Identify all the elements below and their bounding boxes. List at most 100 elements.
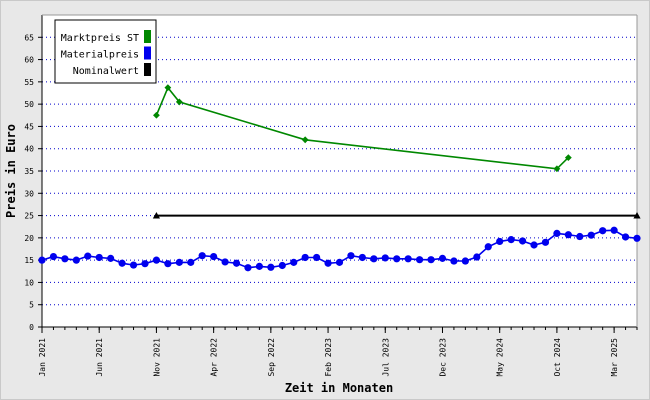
legend-swatch xyxy=(144,30,151,43)
x-tick-label: Oct 2024 xyxy=(553,338,562,377)
data-point xyxy=(541,238,550,246)
data-point xyxy=(496,237,504,246)
data-point xyxy=(427,256,435,264)
data-point xyxy=(267,263,275,271)
data-point xyxy=(38,256,46,264)
legend-swatch xyxy=(144,63,151,76)
data-point xyxy=(564,231,572,239)
y-tick-label: 25 xyxy=(24,212,34,221)
data-point xyxy=(244,264,252,272)
data-point xyxy=(404,255,412,263)
y-tick-label: 50 xyxy=(24,100,34,109)
legend-item: Marktpreis ST xyxy=(61,30,151,44)
data-point xyxy=(301,253,309,262)
x-tick-label: Jul 2023 xyxy=(381,338,390,377)
y-tick-label: 60 xyxy=(24,56,34,65)
y-tick-label: 40 xyxy=(24,145,34,154)
data-point xyxy=(221,258,229,266)
data-point xyxy=(507,236,515,244)
y-tick-label: 35 xyxy=(24,167,34,176)
x-tick-label: May 2024 xyxy=(496,338,505,377)
y-axis-label: Preis in Euro xyxy=(4,124,18,218)
x-tick-label: Apr 2022 xyxy=(210,338,219,377)
series-line xyxy=(155,86,569,170)
y-tick-label: 45 xyxy=(24,122,34,131)
legend-label: Marktpreis ST xyxy=(61,33,139,44)
data-point xyxy=(324,259,332,267)
data-point xyxy=(164,260,172,268)
data-point xyxy=(210,252,218,261)
data-point xyxy=(518,237,527,245)
data-point xyxy=(175,258,183,266)
data-point xyxy=(450,257,458,265)
data-point xyxy=(553,165,561,173)
x-tick-label: Mar 2025 xyxy=(610,338,619,377)
data-point xyxy=(255,262,264,270)
data-point xyxy=(381,254,389,262)
x-tick-label: Sep 2022 xyxy=(267,338,276,377)
legend-box xyxy=(54,19,157,84)
y-tick-label: 65 xyxy=(24,33,34,42)
data-point xyxy=(633,211,641,219)
legend-swatch xyxy=(144,46,151,60)
data-point xyxy=(153,111,160,119)
data-point xyxy=(290,258,298,266)
data-point xyxy=(129,261,138,269)
data-point xyxy=(107,254,115,262)
x-tick-label: Nov 2021 xyxy=(152,338,161,377)
x-tick-label: Jan 2021 xyxy=(38,338,47,377)
data-point xyxy=(553,229,561,237)
x-tick-label: Dec 2023 xyxy=(438,338,447,377)
data-point xyxy=(335,258,344,266)
legend: Marktpreis ST Materialpreis Nominalwert xyxy=(54,19,157,84)
data-point xyxy=(72,256,80,264)
data-point xyxy=(438,254,447,262)
data-point xyxy=(599,227,607,235)
series-marktpreis-st xyxy=(153,84,572,173)
data-point xyxy=(358,253,366,262)
data-point xyxy=(461,257,469,265)
legend-label: Materialpreis xyxy=(61,50,139,61)
data-point xyxy=(175,98,183,106)
legend-item: Materialpreis xyxy=(61,46,151,61)
data-point xyxy=(49,252,58,261)
series-nominalwert xyxy=(152,211,641,219)
data-point xyxy=(118,259,126,267)
data-point xyxy=(473,253,481,261)
data-point xyxy=(576,232,584,241)
data-point xyxy=(415,256,424,264)
legend-item: Nominalwert xyxy=(73,63,151,77)
data-point xyxy=(232,259,241,267)
data-point xyxy=(633,234,641,242)
data-point xyxy=(95,253,103,262)
y-tick-label: 5 xyxy=(29,301,34,310)
data-point xyxy=(610,226,618,234)
legend-label: Nominalwert xyxy=(73,66,139,77)
data-point xyxy=(564,154,572,162)
x-axis-label: Zeit in Monaten xyxy=(285,381,393,395)
data-point xyxy=(393,255,401,263)
data-point xyxy=(198,252,206,260)
data-point xyxy=(530,241,538,249)
data-point xyxy=(621,233,630,241)
data-point xyxy=(152,211,161,219)
y-tick-label: 0 xyxy=(29,323,34,332)
data-point xyxy=(370,255,378,263)
y-tick-label: 10 xyxy=(24,278,34,287)
y-tick-label: 15 xyxy=(24,256,34,265)
y-tick-label: 55 xyxy=(24,78,34,87)
data-point xyxy=(61,255,69,263)
data-point xyxy=(84,252,92,260)
series-materialpreis xyxy=(38,226,641,272)
data-point xyxy=(164,84,172,92)
data-point xyxy=(141,260,149,268)
data-point xyxy=(484,243,492,251)
y-tick-label: 30 xyxy=(24,189,34,198)
data-point xyxy=(587,231,595,239)
data-point xyxy=(313,253,321,262)
data-point xyxy=(301,136,309,144)
y-tick-label: 20 xyxy=(24,234,34,243)
x-tick-label: Jun 2021 xyxy=(95,338,104,377)
